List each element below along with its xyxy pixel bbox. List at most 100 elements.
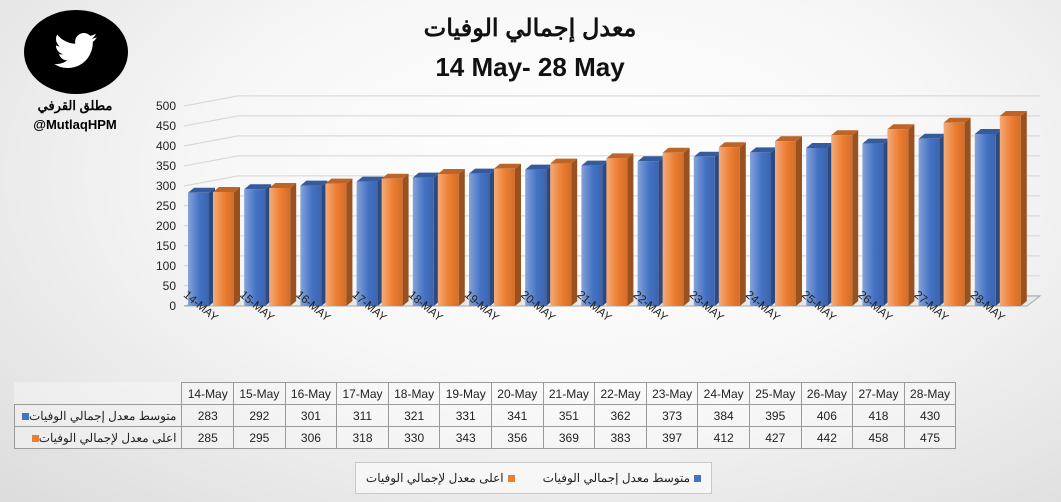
gridline [183, 135, 1040, 147]
bar-front [269, 188, 291, 306]
bar-front [637, 161, 659, 306]
table-cell: 369 [542, 426, 596, 449]
bar-avg [525, 164, 553, 306]
bar-front [381, 178, 403, 306]
bar-front [412, 177, 434, 306]
table-row: اعلى معدل لإجمالي الوفيات 285 295 306 318 330… [13, 426, 957, 449]
chart-subtitle: 14 May- 28 May [435, 52, 625, 82]
table-column-header: 16-May [284, 382, 338, 405]
table-column-header: 25-May [748, 382, 802, 405]
bar-front [188, 192, 209, 306]
bar-top [325, 178, 353, 184]
table-cell: 330 [387, 426, 441, 449]
bar-top [356, 176, 384, 182]
table-column-header: 17-May [336, 382, 389, 405]
data-table-corner [14, 382, 183, 405]
bar-top [581, 160, 609, 166]
legend-item-max: اعلى معدل لإجمالي الوفيات [366, 471, 515, 485]
table-row-header: متوسط معدل إجمالي الوفيات [13, 404, 183, 427]
table-cell: 306 [284, 426, 338, 449]
bar-front [437, 174, 459, 306]
bar-front [356, 181, 378, 306]
bar-front [693, 156, 715, 306]
bar-top [269, 183, 297, 188]
bar-top [637, 156, 665, 162]
bar-max [775, 136, 802, 306]
bar-avg [862, 138, 890, 306]
bar-max [943, 117, 971, 306]
author-name: مطلق القرفي [37, 98, 113, 113]
y-tick-label: 200 [156, 219, 176, 233]
bar-top [606, 153, 634, 159]
y-tick-label: 250 [156, 199, 176, 213]
bar-side [627, 153, 634, 306]
bar-top [999, 111, 1027, 116]
bars-layer [188, 111, 1027, 306]
table-cell: 331 [439, 404, 492, 427]
bar-max [381, 173, 409, 306]
table-column-header: 28-May [903, 382, 957, 405]
table-cell: 295 [233, 426, 286, 449]
y-tick-label: 150 [156, 239, 176, 253]
bar-front [887, 129, 909, 306]
bar-front [244, 189, 266, 306]
y-tick-label: 450 [156, 119, 176, 133]
bar-top [806, 143, 834, 148]
table-column-header: 21-May [542, 382, 596, 405]
table-cell: 321 [387, 404, 441, 427]
bar-avg [693, 151, 721, 306]
bar-front [862, 143, 884, 306]
bar-side [402, 173, 409, 306]
table-cell: 397 [645, 426, 699, 449]
table-column-header: 19-May [439, 382, 492, 405]
bar-front [662, 152, 684, 306]
bar-side [234, 187, 240, 306]
table-column-header: 22-May [594, 382, 647, 405]
table-row: متوسط معدل إجمالي الوفيات 283 292 301 311 321… [13, 404, 957, 427]
table-cell: 362 [594, 404, 647, 427]
table-cell: 373 [645, 404, 699, 427]
bar-side [908, 124, 915, 306]
bar-top [244, 184, 272, 190]
table-row-label: متوسط معدل إجمالي الوفيات [29, 408, 177, 423]
bar-side [458, 169, 465, 306]
bar-top [412, 172, 440, 178]
table-cell: 458 [852, 426, 905, 449]
bar-side [852, 130, 859, 306]
chart-title: معدل إجمالي الوفيات [423, 15, 637, 42]
table-cell: 301 [284, 404, 338, 427]
table-cell: 384 [697, 404, 750, 427]
bar-front [999, 116, 1021, 306]
bar-top [300, 180, 328, 186]
legend-item-avg: متوسط معدل إجمالي الوفيات [543, 471, 702, 485]
y-tick-label: 100 [156, 259, 176, 273]
bar-top [693, 151, 721, 157]
table-row-label: اعلى معدل لإجمالي الوفيات [38, 430, 177, 445]
table-cell: 356 [491, 426, 544, 449]
y-tick-label: 400 [156, 139, 176, 153]
bar-top [381, 173, 409, 179]
table-column-header: 23-May [645, 382, 699, 405]
table-cell: 292 [233, 404, 286, 427]
bar-top [943, 117, 971, 123]
y-tick-label: 50 [163, 279, 177, 293]
legend-swatch-blue [694, 474, 702, 482]
table-cell: 283 [181, 404, 235, 427]
bar-max [437, 169, 465, 306]
bar-max [718, 142, 746, 306]
table-column-header: 14-May [181, 382, 235, 405]
bar-avg [974, 129, 1002, 306]
table-column-header: 26-May [800, 382, 854, 405]
bar-front [494, 168, 515, 306]
bar-avg [300, 180, 328, 306]
chart-legend: متوسط معدل إجمالي الوفيات اعلى معدل لإجم… [355, 462, 712, 494]
data-table: 14-May 15-May 16-May 17-May 18-May 19-May 20-M… [13, 382, 957, 449]
table-cell: 395 [748, 404, 802, 427]
twitter-logo [24, 10, 128, 94]
twitter-bird-icon [54, 33, 97, 68]
bar-top [550, 158, 578, 164]
table-column-header: 24-May [697, 382, 750, 405]
gridline [183, 95, 1040, 107]
bar-front [525, 169, 547, 306]
bar-front [918, 138, 940, 306]
